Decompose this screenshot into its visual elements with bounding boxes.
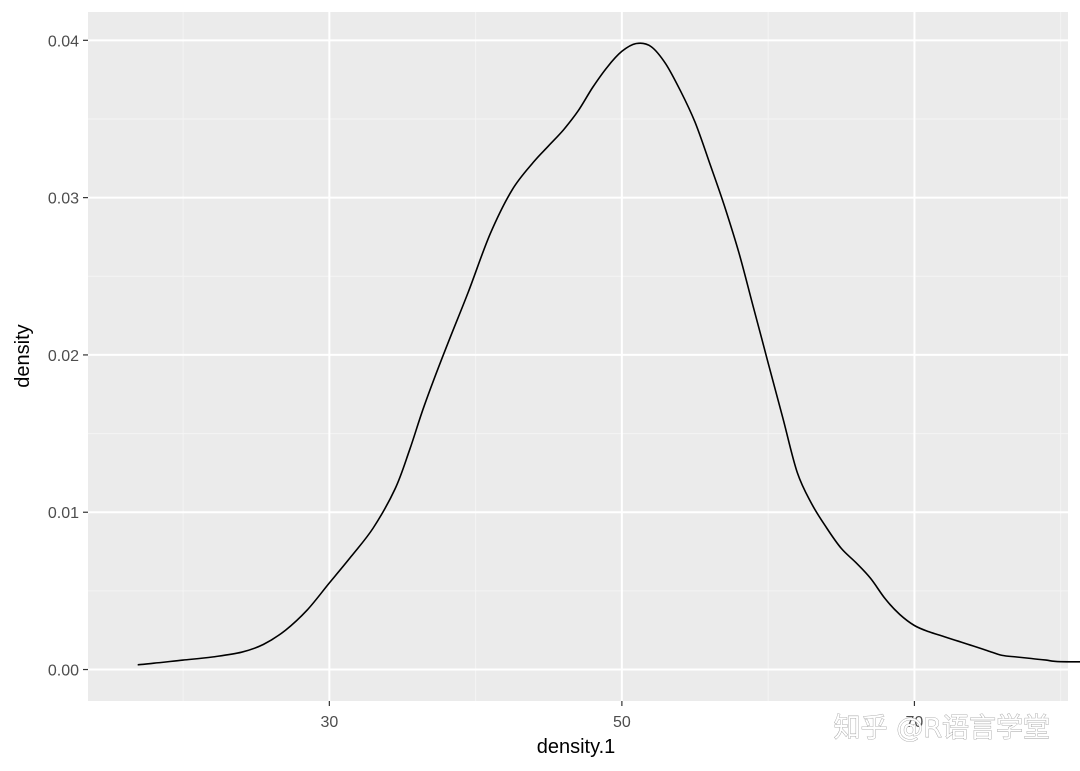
y-tick-label: 0.03: [48, 191, 79, 208]
x-tick-label: 30: [320, 714, 338, 731]
y-axis-title: density: [12, 324, 34, 387]
y-tick-label: 0.00: [48, 663, 79, 680]
y-tick-label: 0.02: [48, 348, 79, 365]
y-tick-label: 0.04: [48, 33, 79, 50]
y-axis: 0.00 0.01 0.02 0.03 0.04: [48, 33, 88, 680]
x-tick-label: 70: [906, 714, 924, 731]
watermark: 知乎 @R语言学堂: [834, 713, 1050, 744]
x-axis: 30 50 70: [320, 701, 923, 731]
grid-major: [88, 12, 1068, 701]
grid-minor: [88, 12, 1068, 701]
density-line: [137, 42, 1080, 666]
plot-panel: [88, 12, 1068, 701]
x-tick-label: 50: [613, 714, 631, 731]
y-tick-label: 0.01: [48, 505, 79, 522]
x-axis-title: density.1: [537, 736, 616, 758]
